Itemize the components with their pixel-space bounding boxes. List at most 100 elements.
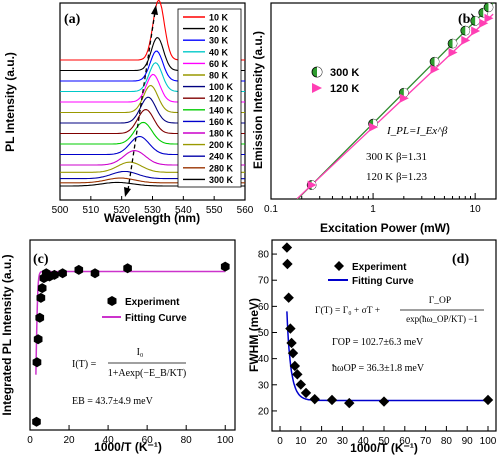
legend-label-80k: 80 K <box>209 71 229 81</box>
legend-d: Experiment Fitting Curve <box>328 261 414 287</box>
x-tick-label-d: 60 <box>399 436 411 447</box>
x-tick-label-d: 90 <box>462 436 474 447</box>
data-point-d <box>281 242 293 253</box>
legend-label-160k: 160 K <box>209 117 234 127</box>
legend-label-280k: 280 K <box>209 163 234 173</box>
legend-label-300k: 300 K <box>209 175 234 185</box>
data-point-d <box>326 394 338 406</box>
data-point-c <box>35 312 45 323</box>
eb-annotation: EB = 43.7±4.9 meV <box>72 396 154 407</box>
data-point-c <box>33 334 43 345</box>
legend-label-240k: 240 K <box>209 152 234 162</box>
data-point-d <box>309 393 320 405</box>
data-point-c <box>90 268 100 279</box>
y-tick-label-d: 40 <box>258 354 270 365</box>
data-point-d <box>289 360 301 372</box>
y-axis-label-d: FWHM (meV) <box>247 298 261 372</box>
x-tick-label-a: 500 <box>52 205 69 216</box>
data-point-120k <box>369 122 379 132</box>
legend-b: 300 K 120 K <box>311 66 359 95</box>
data-point-d <box>286 337 297 349</box>
data-point-120k <box>484 13 494 23</box>
data-point-120k <box>430 64 440 74</box>
data-point-c <box>32 357 42 368</box>
fit-line-300k <box>296 2 494 201</box>
panel-b: (b) 0.1 1 10 300 K 120 K I_PL=I_Ex^β 300 K… <box>251 2 497 235</box>
x-axis-label-a: Wavelength (nm) <box>104 211 200 225</box>
x-tick-label-c: 80 <box>181 435 193 446</box>
beta-120k-annotation: 120 K β=1.23 <box>366 171 427 183</box>
formula-c: I(T) = I₀ 1+Aexp(−E_B/KT) <box>72 347 186 379</box>
y-axis-label-a: PL Intensity (a.u.) <box>3 52 17 152</box>
panel-label-c: (c) <box>33 252 49 267</box>
data-point-120k <box>479 18 489 28</box>
data-point-300k-half <box>465 26 470 36</box>
data-point-120k <box>307 180 317 190</box>
x-tick-label-c: 60 <box>142 435 154 446</box>
x-tick-label-a: 510 <box>82 205 99 216</box>
x-axis-label-d: 1000/T (K⁻¹) <box>350 441 418 455</box>
data-point-d <box>300 387 312 399</box>
x-tick-label-b: 0.1 <box>264 204 278 215</box>
data-point-300k-half <box>452 39 458 49</box>
legend-label-experiment-c: Experiment <box>125 297 180 308</box>
legend-label-120k: 120 K <box>209 94 234 104</box>
power-law-annotation: I_PL=I_Ex^β <box>386 125 448 137</box>
legend-marker-120k <box>312 83 322 93</box>
data-point-300k-half <box>434 57 440 67</box>
data-point-120k <box>461 35 471 45</box>
homega-op-annotation: ħωOP = 36.3±1.8 meV <box>332 363 425 374</box>
y-tick-label-d: 20 <box>258 406 270 417</box>
legend-c: Experiment Fitting Curve <box>102 296 187 324</box>
fit-line-120k <box>296 13 494 200</box>
legend-label-300k: 300 K <box>330 67 359 79</box>
x-tick-label-a: 530 <box>144 205 161 216</box>
data-point-c <box>220 261 230 272</box>
data-point-300k-half <box>475 16 480 26</box>
y-tick-label-d: 60 <box>258 302 270 313</box>
data-point-d <box>282 258 293 270</box>
x-tick-label-d: 80 <box>441 436 453 447</box>
y-tick-label-d: 50 <box>258 328 270 339</box>
legend-label-60k: 60 K <box>209 59 229 69</box>
panel-a: (a) 500 510 520 530 540 550 560 10 K20 K 30 K40… <box>3 0 254 225</box>
data-point-d <box>292 369 303 380</box>
data-point-120k <box>471 26 481 36</box>
x-tick-label-a: 560 <box>237 205 254 216</box>
data-point-c <box>74 264 84 275</box>
legend-label-120k: 120 K <box>330 83 359 95</box>
legend-label-fit-c: Fitting Curve <box>125 313 187 324</box>
legend-label-10k: 10 K <box>209 13 229 23</box>
y-axis-label-b: Emission Intensity (a.u.) <box>251 31 265 169</box>
x-tick-label-d: 40 <box>358 436 370 447</box>
beta-300k-annotation: 300 K β=1.31 <box>366 151 427 163</box>
data-point-d <box>344 397 355 409</box>
data-point-d <box>285 323 296 334</box>
data-point-c <box>37 283 47 294</box>
x-tick-label-c: 0 <box>27 435 33 446</box>
y-tick-label-d: 30 <box>258 380 270 391</box>
legend-label-200k: 200 K <box>209 140 234 150</box>
panel-d: (d) 0 10 20 30 40 50 60 70 80 90 100 20 30 40 50 60 70 80… <box>247 239 497 455</box>
formula-lhs-c: I(T) = <box>72 359 97 370</box>
data-point-d <box>287 347 299 359</box>
data-point-d <box>482 394 494 406</box>
x-tick-label-a: 540 <box>175 205 192 216</box>
legend-label-20k: 20 K <box>209 24 229 34</box>
panel-label-d: (d) <box>452 252 469 267</box>
gamma-op-annotation: ΓOP = 102.7±6.3 meV <box>332 337 424 348</box>
legend-label-fit-d: Fitting Curve <box>352 276 414 287</box>
formula-num-d: Γ_OP <box>429 296 451 306</box>
plot-frame-b <box>270 2 497 200</box>
x-tick-label-d: 30 <box>337 436 349 447</box>
x-tick-label-d: 20 <box>316 436 328 447</box>
formula-lhs-d: Γ(T) = Γ₀ + σT + <box>315 305 380 316</box>
x-tick-label-c: 40 <box>103 435 115 446</box>
data-point-c <box>123 263 132 274</box>
formula-den-d: exp(ħω_OP/KT) −1 <box>406 314 478 324</box>
data-point-d <box>295 379 306 390</box>
legend-marker-experiment-d <box>334 261 344 271</box>
data-point-d <box>378 396 390 407</box>
x-tick-label-a: 520 <box>113 205 130 216</box>
